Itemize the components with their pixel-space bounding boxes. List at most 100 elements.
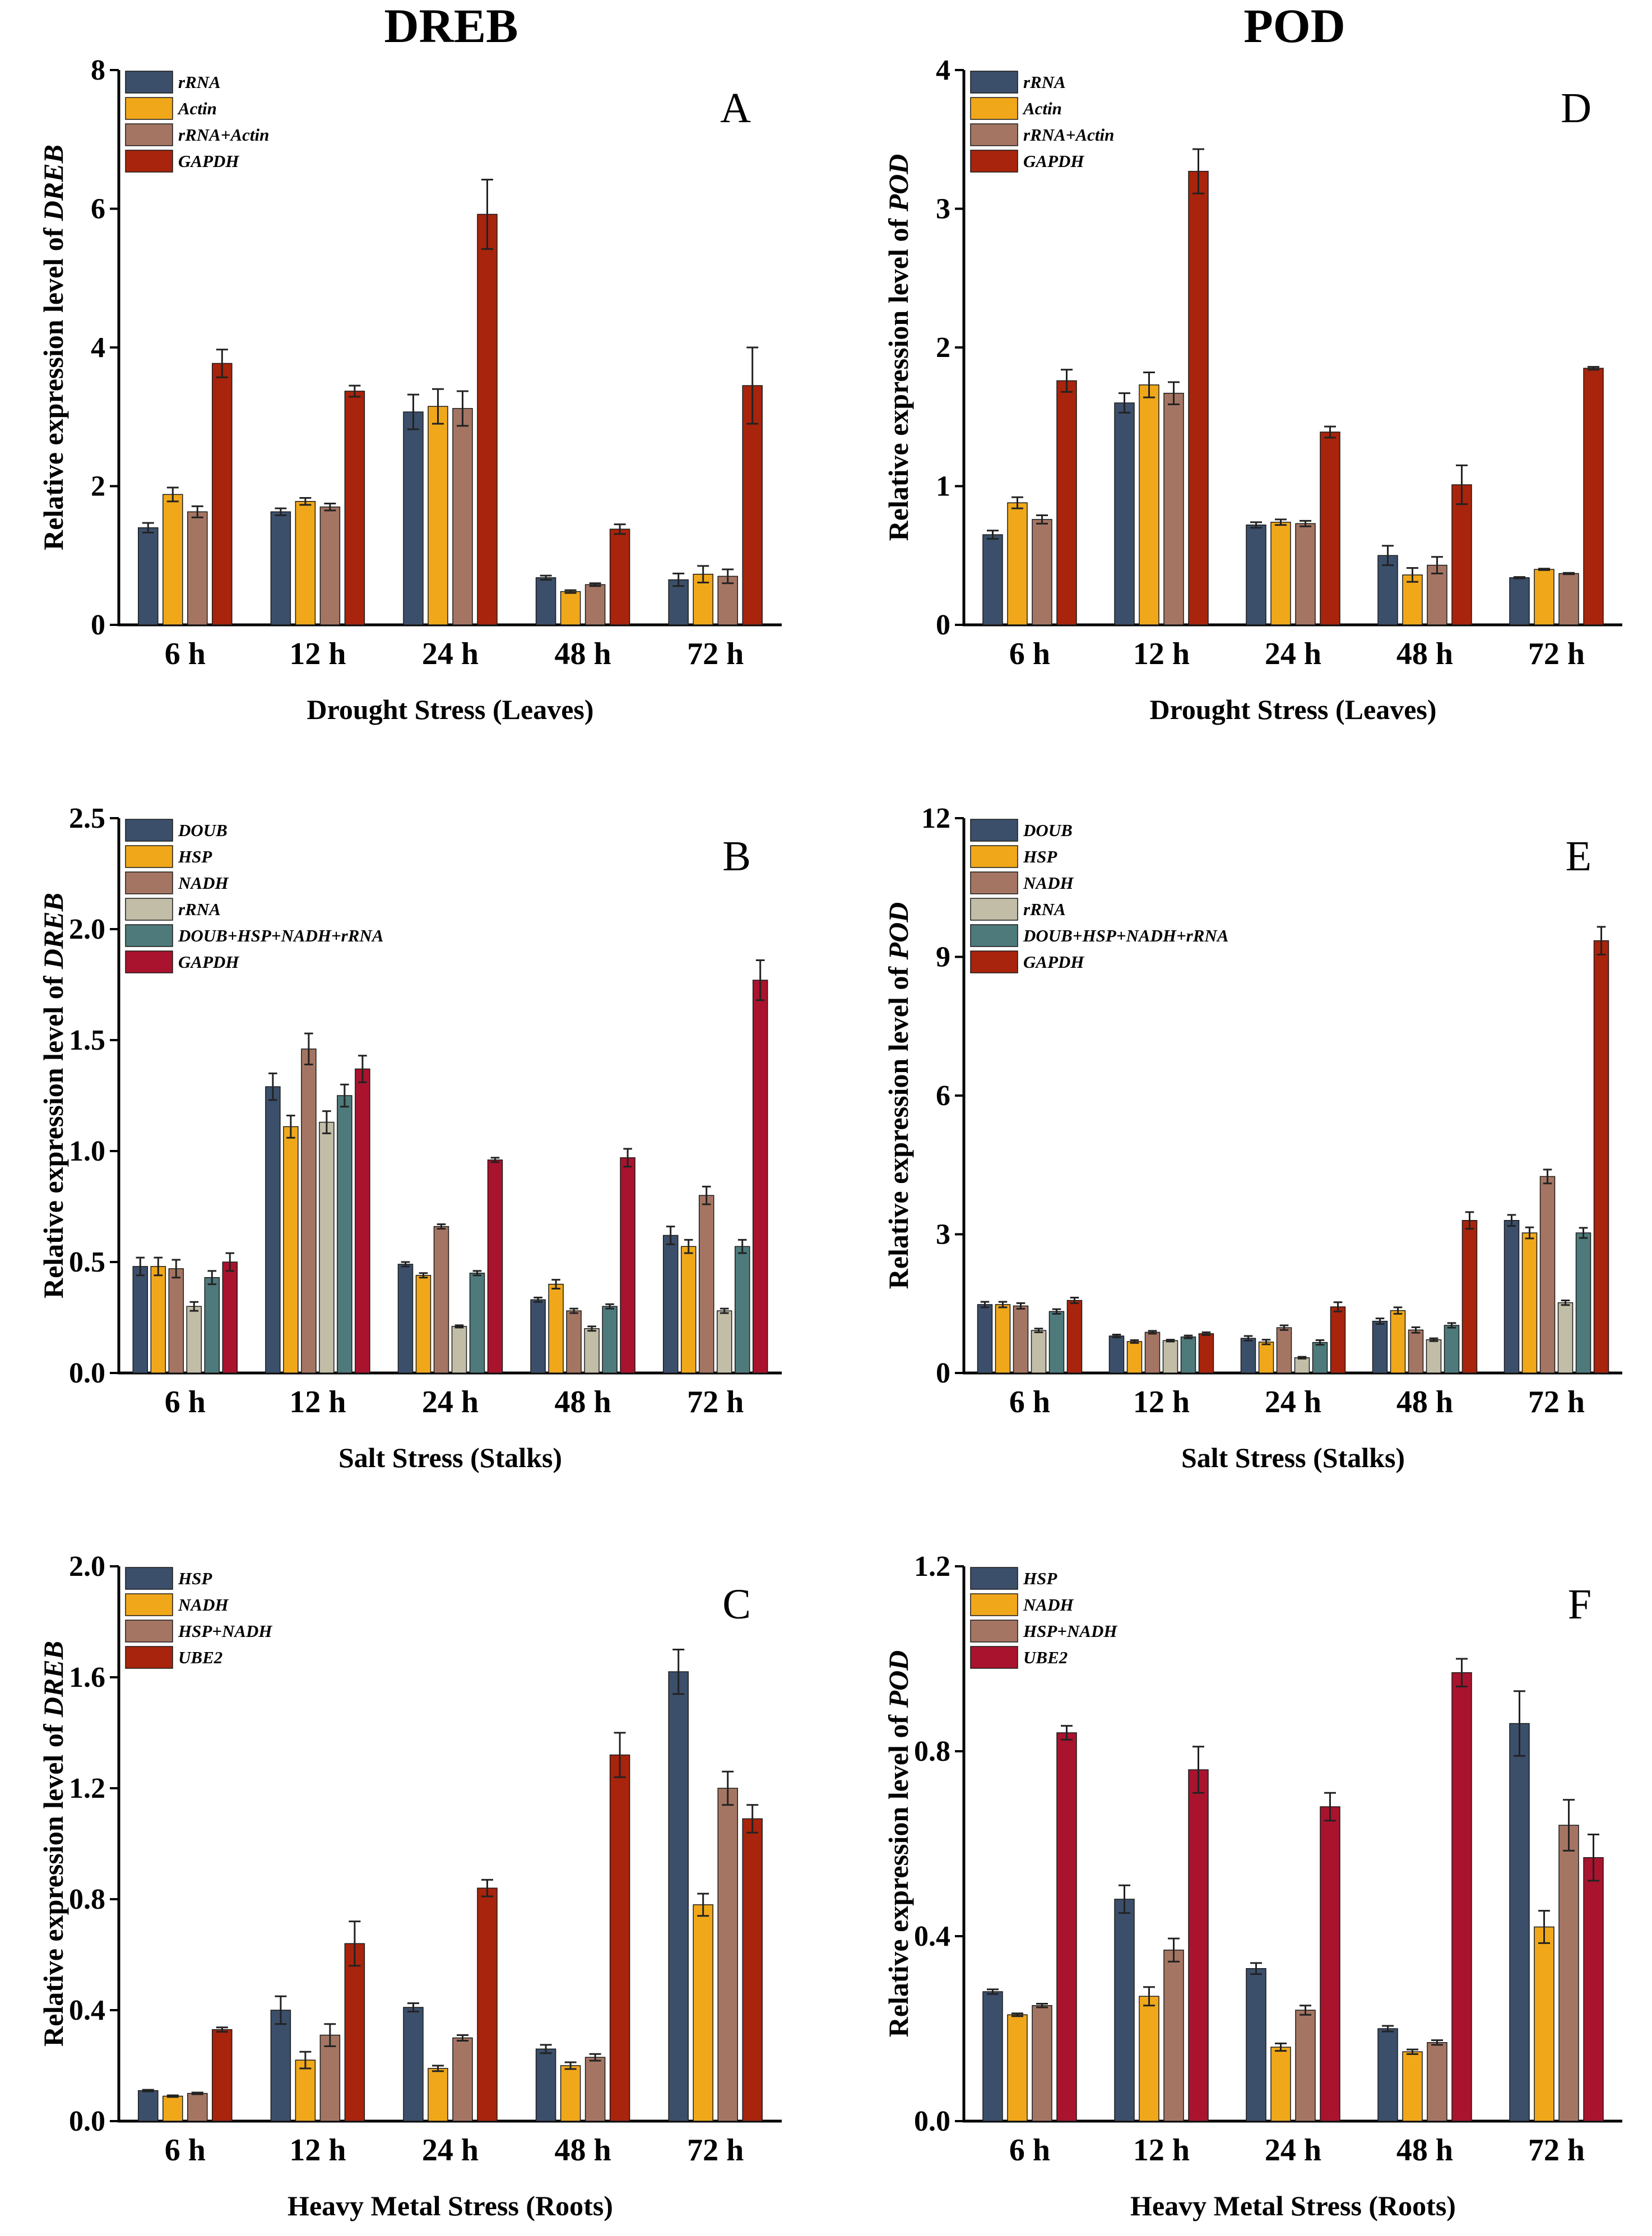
x-category-label: 24 h bbox=[422, 2133, 479, 2168]
chart-panel-a: 0 2 4 6 8 6 h 12 h 24 h 48 h 72 h Drought Stress (… bbox=[38, 54, 782, 725]
error-bar bbox=[1300, 2005, 1311, 2016]
y-tick-label: 2.5 bbox=[69, 802, 105, 834]
error-bar bbox=[672, 572, 685, 587]
legend-label: GAPDH bbox=[1023, 952, 1084, 972]
bar-e-doub-3 bbox=[1372, 1320, 1388, 1374]
y-tick-label: 3 bbox=[936, 1219, 950, 1251]
error-bar bbox=[987, 1988, 999, 1995]
bar-e-nadh-3 bbox=[1408, 1329, 1424, 1374]
error-bar bbox=[1184, 1334, 1193, 1339]
x-category-label: 72 h bbox=[687, 2133, 744, 2168]
legend-label: rRNA bbox=[1023, 72, 1066, 92]
error-bar bbox=[1061, 369, 1073, 393]
bar-f-ube2-2 bbox=[1320, 1806, 1340, 2122]
legend-label: GAPDH bbox=[178, 151, 239, 171]
x-category-label: 6 h bbox=[165, 637, 206, 671]
legend-label: DOUB+HSP+NADH+rRNA bbox=[1023, 926, 1229, 945]
bar-a-rrna-0 bbox=[138, 527, 159, 625]
legend-swatch bbox=[970, 1620, 1018, 1643]
bar-e-rrna-3 bbox=[1426, 1339, 1442, 1374]
bar-a-gapdh-0 bbox=[212, 363, 233, 625]
error-bar bbox=[216, 349, 228, 378]
legend-swatch bbox=[125, 1620, 173, 1643]
error-bar bbox=[1052, 1308, 1061, 1315]
bar-f-nadh-3 bbox=[1402, 2051, 1423, 2122]
error-bar bbox=[1324, 1792, 1336, 1822]
bar-a-actin-3 bbox=[560, 591, 581, 625]
legend-label: rRNA+Actin bbox=[1023, 125, 1114, 145]
legend-label: UBE2 bbox=[178, 1648, 222, 1667]
x-category-label: 12 h bbox=[1133, 637, 1190, 671]
legend-swatch bbox=[125, 150, 173, 173]
error-bar bbox=[1507, 1214, 1516, 1227]
error-bar bbox=[1563, 1799, 1575, 1852]
error-bar bbox=[1143, 372, 1155, 398]
bar-e-gapdh-2 bbox=[1330, 1306, 1346, 1374]
bar-c-hsp-4 bbox=[668, 1671, 689, 2122]
error-bar bbox=[1250, 521, 1262, 529]
chart-panel-c: 0.0 0.4 0.8 1.2 1.6 2.0 6 h 12 h 24 h 48 h 72 h Hea… bbox=[38, 1551, 782, 2221]
bar-d-actin-2 bbox=[1270, 522, 1291, 625]
x-category-label: 12 h bbox=[289, 2133, 346, 2168]
bar-b-gapdh-0 bbox=[222, 1261, 238, 1374]
legend-label: GAPDH bbox=[1023, 151, 1084, 171]
error-bar bbox=[1514, 576, 1525, 579]
error-bar bbox=[166, 2094, 179, 2098]
y-tick-label: 0.0 bbox=[69, 2105, 105, 2137]
y-tick-label: 0.4 bbox=[69, 1994, 105, 2026]
legend-swatch bbox=[125, 845, 173, 868]
error-bar bbox=[1579, 1227, 1588, 1239]
y-tick-label: 0.4 bbox=[914, 1920, 950, 1952]
bar-e-gapdh-4 bbox=[1593, 940, 1609, 1374]
legend: rRNA Actin rRNA+Actin GAPDH bbox=[125, 71, 269, 173]
error-bar bbox=[1375, 1318, 1385, 1325]
error-bar bbox=[697, 1892, 709, 1917]
error-bar bbox=[432, 2065, 444, 2072]
bar-d-rrna-actin-0 bbox=[1032, 519, 1052, 625]
bar-b-nadh-1 bbox=[301, 1049, 317, 1374]
error-bar bbox=[755, 959, 765, 1001]
error-bar bbox=[722, 568, 734, 584]
error-bar bbox=[1465, 1211, 1474, 1230]
bar-d-rrna-actin-1 bbox=[1163, 392, 1184, 625]
bar-e-rrna-2 bbox=[1294, 1357, 1310, 1374]
error-bar bbox=[490, 1157, 500, 1163]
x-axis-title: Salt Stress (Stalks) bbox=[1181, 1442, 1405, 1473]
y-tick-label: 2.0 bbox=[69, 1551, 105, 1583]
x-category-label: 72 h bbox=[1528, 2133, 1585, 2168]
bar-f-ube2-1 bbox=[1188, 1769, 1209, 2122]
legend-swatch bbox=[125, 97, 173, 120]
y-axis-title: Relative expression level of DREB bbox=[38, 145, 69, 550]
bar-e-nadh-1 bbox=[1144, 1332, 1161, 1374]
error-bar bbox=[142, 2089, 154, 2093]
legend-swatch bbox=[970, 71, 1018, 94]
legend: rRNA Actin rRNA+Actin GAPDH bbox=[970, 71, 1114, 173]
bar-b-hsp-0 bbox=[150, 1266, 166, 1374]
error-bar bbox=[1407, 567, 1418, 583]
legend-swatch bbox=[970, 898, 1018, 921]
x-category-label: 24 h bbox=[1265, 2133, 1321, 2168]
legend-label: rRNA bbox=[1023, 899, 1066, 919]
error-bar bbox=[268, 1072, 277, 1101]
error-bar bbox=[1447, 1322, 1456, 1329]
x-axis-title: Drought Stress (Leaves) bbox=[307, 694, 593, 725]
bar-f-nadh-2 bbox=[1270, 2047, 1291, 2122]
y-axis-title-prefix: Relative expression level of bbox=[883, 211, 914, 541]
bar-d-rrna-actin-3 bbox=[1427, 564, 1447, 625]
bar-b-gapdh-3 bbox=[620, 1157, 635, 1374]
x-category-label: 6 h bbox=[1009, 637, 1050, 671]
panel-letter: C bbox=[722, 1581, 751, 1628]
legend-swatch bbox=[970, 97, 1018, 120]
y-tick-label: 1 bbox=[936, 471, 950, 503]
error-bar bbox=[1201, 1331, 1211, 1336]
bar-a-rrna-3 bbox=[535, 577, 556, 625]
bar-a-rrna-actin-0 bbox=[187, 511, 208, 625]
bar-a-actin-2 bbox=[428, 406, 448, 625]
bar-d-actin-0 bbox=[1007, 502, 1028, 625]
error-bar bbox=[299, 497, 312, 506]
error-bar bbox=[1119, 1884, 1130, 1914]
legend-swatch bbox=[125, 871, 173, 894]
error-bar bbox=[1168, 381, 1180, 405]
legend-label: UBE2 bbox=[1023, 1648, 1068, 1667]
error-bar bbox=[1119, 392, 1130, 414]
